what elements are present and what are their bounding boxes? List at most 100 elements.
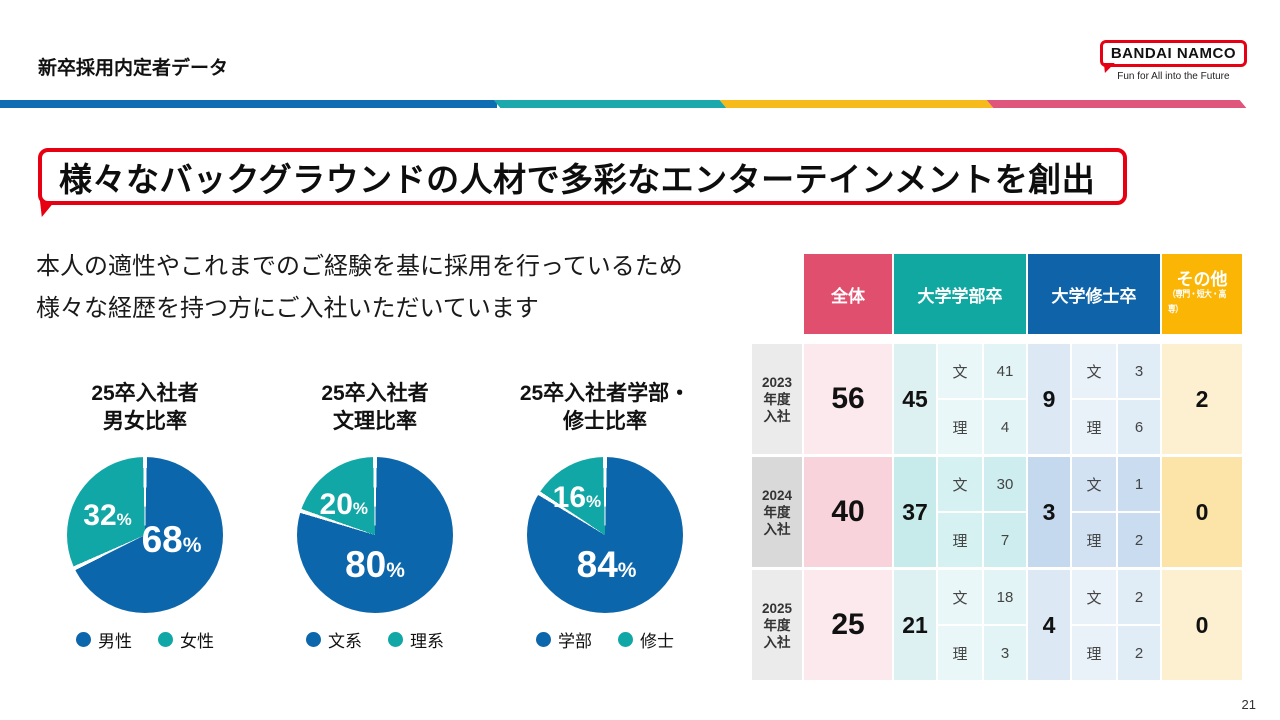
legend-gender: 男性 女性 <box>30 627 260 652</box>
pie-label-minor: 16% <box>552 480 602 514</box>
legend-label: 女性 <box>180 632 214 651</box>
cell-bachelor-total: 21 <box>894 570 936 680</box>
table-header-overall: 全体 <box>804 254 892 334</box>
legend-dot-humanities-icon <box>306 632 321 647</box>
cell-other: 0 <box>1162 570 1242 680</box>
lead-line-2: 様々な経歴を持つ方にご入社いただいています <box>36 295 539 322</box>
legend-dot-male-icon <box>76 632 91 647</box>
cell-master-sci-value: 2 <box>1118 626 1160 680</box>
divider-segment-teal <box>493 100 727 108</box>
legend-field: 文系 理系 <box>260 627 490 652</box>
cell-master-sci-label: 理 <box>1072 626 1116 680</box>
legend-item: 男性 <box>76 627 132 652</box>
legend-item: 理系 <box>388 627 444 652</box>
cell-overall: 25 <box>804 570 892 680</box>
cell-bachelor-sci-value: 4 <box>984 400 1026 454</box>
cell-year: 2025年度入社 <box>752 570 802 680</box>
pie-chart-field: 25卒入社者 文理比率 80% 20% 文系 理系 <box>260 380 490 652</box>
cell-bachelor-hum-label: 文 <box>938 457 982 511</box>
legend-label: 学部 <box>558 632 592 651</box>
brand-logo: BANDAI NAMCO Fun for All into the Future <box>1099 40 1247 82</box>
cell-other: 2 <box>1162 344 1242 454</box>
lead-text: 本人の適性やこれまでのご経験を基に採用を行っているため 様々な経歴を持つ方にご入… <box>36 246 683 330</box>
cell-bachelor-sci-value: 7 <box>984 513 1026 567</box>
cell-bachelor-hum-label: 文 <box>938 344 982 398</box>
cell-overall: 56 <box>804 344 892 454</box>
cell-bachelor-sci-label: 理 <box>938 626 982 680</box>
logo-bubble-tail-icon <box>1103 63 1115 73</box>
cell-master-sci-value: 6 <box>1118 400 1160 454</box>
pie-title: 25卒入社者学部・ 修士比率 <box>519 382 691 433</box>
legend-label: 文系 <box>328 632 362 651</box>
pie-title: 25卒入社者 文理比率 <box>321 382 429 433</box>
divider-segment-yellow <box>719 100 994 108</box>
legend-dot-sciences-icon <box>388 632 403 647</box>
logo-speech-bubble: BANDAI NAMCO <box>1099 40 1247 73</box>
cell-master-hum-value: 2 <box>1118 570 1160 624</box>
pie-field: 80% 20% <box>297 457 453 613</box>
cell-other: 0 <box>1162 457 1242 567</box>
cell-bachelor-hum-value: 41 <box>984 344 1026 398</box>
legend-dot-bachelor-icon <box>536 632 551 647</box>
table-header-other: その他 （専門・短大・高専） <box>1162 254 1242 334</box>
legend-dot-female-icon <box>158 632 173 647</box>
cell-master-sci-value: 2 <box>1118 513 1160 567</box>
cell-master-sci-label: 理 <box>1072 513 1116 567</box>
cell-master-hum-value: 1 <box>1118 457 1160 511</box>
legend-dot-master-icon <box>618 632 633 647</box>
legend-degree: 学部 修士 <box>490 627 720 652</box>
pie-title: 25卒入社者 男女比率 <box>91 382 199 433</box>
logo-tagline: Fun for All into the Future <box>1117 71 1230 82</box>
lead-line-1: 本人の適性やこれまでのご経験を基に採用を行っているため <box>36 253 683 280</box>
pie-label-major: 80% <box>345 543 405 585</box>
table-row-2024: 2024年度入社 40 37 文 30 3 文 1 0 理 7 理 2 <box>752 457 1242 567</box>
table-header-master: 大学修士卒 <box>1028 254 1160 334</box>
banner-title: 様々なバックグラウンドの人材で多彩なエンターテインメントを創出 <box>59 160 1096 198</box>
cell-master-total: 3 <box>1028 457 1070 567</box>
pie-chart-gender: 25卒入社者 男女比率 68% 32% 男性 女性 <box>30 380 260 652</box>
pie-gender: 68% 32% <box>67 457 223 613</box>
pie-label-minor: 32% <box>83 499 132 533</box>
legend-label: 理系 <box>410 632 444 651</box>
legend-item: 修士 <box>618 627 674 652</box>
cell-bachelor-sci-value: 3 <box>984 626 1026 680</box>
cell-year: 2023年度入社 <box>752 344 802 454</box>
cell-master-total: 9 <box>1028 344 1070 454</box>
pie-chart-degree: 25卒入社者学部・ 修士比率 84% 16% 学部 修士 <box>490 380 720 652</box>
cell-overall: 40 <box>804 457 892 567</box>
banner-tail-icon <box>40 201 55 217</box>
legend-item: 女性 <box>158 627 214 652</box>
page-title: 新卒採用内定者データ <box>38 58 229 79</box>
logo-brand-text: BANDAI NAMCO <box>1110 45 1236 62</box>
legend-item: 文系 <box>306 627 362 652</box>
recruitment-table: 全体 大学学部卒 大学修士卒 その他 （専門・短大・高専） 2023年度入社 5… <box>752 254 1242 683</box>
cell-bachelor-sci-label: 理 <box>938 513 982 567</box>
legend-label: 修士 <box>640 632 674 651</box>
pie-label-major: 68% <box>141 518 202 560</box>
title-banner: 様々なバックグラウンドの人材で多彩なエンターテインメントを創出 <box>38 148 1127 205</box>
cell-year: 2024年度入社 <box>752 457 802 567</box>
cell-master-hum-label: 文 <box>1072 570 1116 624</box>
cell-bachelor-hum-value: 30 <box>984 457 1026 511</box>
table-row-2025: 2025年度入社 25 21 文 18 4 文 2 0 理 3 理 2 <box>752 570 1242 680</box>
divider-bar <box>0 100 1247 108</box>
cell-master-hum-label: 文 <box>1072 457 1116 511</box>
table-header-row: 全体 大学学部卒 大学修士卒 その他 （専門・短大・高専） <box>752 254 1242 334</box>
cell-master-sci-label: 理 <box>1072 400 1116 454</box>
pie-charts-row: 25卒入社者 男女比率 68% 32% 男性 女性 <box>30 380 720 652</box>
pie-label-major: 84% <box>576 543 637 585</box>
cell-bachelor-sci-label: 理 <box>938 400 982 454</box>
table-row-2023: 2023年度入社 56 45 文 41 9 文 3 2 理 4 理 6 <box>752 344 1242 454</box>
cell-bachelor-hum-value: 18 <box>984 570 1026 624</box>
cell-bachelor-hum-label: 文 <box>938 570 982 624</box>
cell-bachelor-total: 37 <box>894 457 936 567</box>
divider-segment-pink <box>986 100 1247 108</box>
legend-label: 男性 <box>98 632 132 651</box>
cell-master-hum-label: 文 <box>1072 344 1116 398</box>
pie-label-minor: 20% <box>319 488 369 522</box>
divider-segment-blue <box>0 100 497 108</box>
table-header-bachelor: 大学学部卒 <box>894 254 1026 334</box>
legend-item: 学部 <box>536 627 592 652</box>
cell-bachelor-total: 45 <box>894 344 936 454</box>
